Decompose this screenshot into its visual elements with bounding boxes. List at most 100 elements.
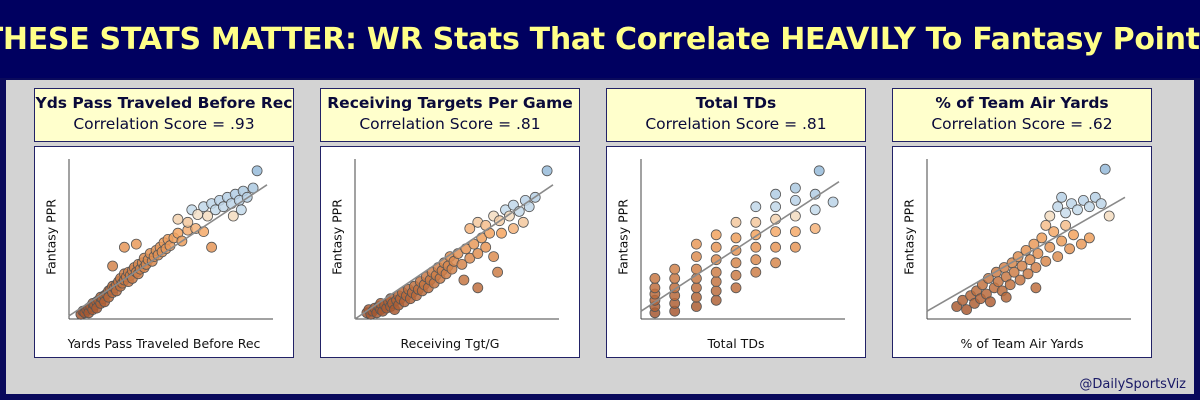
data-point (1072, 204, 1083, 216)
data-point (1004, 279, 1016, 291)
data-point (1056, 235, 1068, 247)
data-point (1056, 191, 1068, 203)
data-point (251, 165, 263, 177)
chart-title: % of Team Air Yards (935, 94, 1109, 112)
data-point (1044, 241, 1056, 253)
data-point (182, 216, 194, 228)
data-point (1052, 201, 1064, 213)
data-point (770, 241, 782, 253)
data-point (1000, 291, 1012, 303)
data-point (691, 291, 702, 303)
data-point (1095, 198, 1107, 209)
chart-title-box: Total TDs Correlation Score = .81 (606, 88, 866, 142)
chart-title: Receiving Targets Per Game (327, 94, 573, 112)
data-point (227, 210, 239, 222)
chart-title-box: % of Team Air Yards Correlation Score = … (892, 88, 1152, 142)
data-point (247, 182, 259, 194)
data-point (710, 229, 722, 241)
chart-panel-targets-per-game: Receiving Targets Per Game Correlation S… (320, 88, 580, 358)
data-point (1083, 232, 1095, 244)
data-point (710, 276, 722, 288)
data-point (517, 216, 529, 228)
x-axis-label: Receiving Tgt/G (400, 336, 500, 351)
plot-area: Fantasy PPR % of Team Air Yards (892, 146, 1152, 358)
data-point (1036, 232, 1048, 244)
data-point (730, 216, 742, 228)
data-point (730, 257, 742, 269)
y-axis-label: Fantasy PPR (329, 199, 345, 275)
data-point (750, 254, 762, 266)
header-banner: THESE STATS MATTER: WR Stats That Correl… (0, 0, 1200, 78)
plot-area: Fantasy PPR Total TDs (606, 146, 866, 358)
data-point (691, 251, 702, 262)
data-point (496, 227, 507, 239)
chart-title-box: Yds Pass Traveled Before Rec Correlation… (34, 88, 294, 142)
data-point (458, 274, 470, 286)
data-point (1040, 255, 1052, 267)
chart-title-box: Receiving Targets Per Game Correlation S… (320, 88, 580, 142)
data-point (456, 259, 468, 270)
data-point (710, 285, 722, 297)
credit-handle: @DailySportsViz (1079, 377, 1186, 392)
y-axis-label: Fantasy PPR (901, 199, 917, 275)
data-point (1060, 220, 1072, 231)
data-point (750, 216, 762, 228)
scatter-plot (926, 159, 1131, 320)
data-point (770, 201, 782, 213)
data-point (464, 252, 476, 264)
data-point (1064, 243, 1076, 255)
x-axis-label: Yards Pass Traveled Before Rec (67, 336, 261, 351)
data-point (710, 294, 722, 306)
x-axis-label: % of Team Air Yards (960, 336, 1084, 351)
data-point (957, 294, 968, 306)
data-point (961, 304, 972, 316)
data-point (1030, 262, 1042, 273)
data-point (472, 282, 484, 294)
data-point (809, 223, 821, 234)
data-point (1068, 229, 1079, 241)
data-point (770, 188, 782, 200)
chart-panel-team-air-yards: % of Team Air Yards Correlation Score = … (892, 88, 1152, 358)
data-point (750, 201, 762, 213)
data-point (1024, 254, 1036, 266)
data-point (507, 223, 519, 234)
data-point (691, 282, 702, 294)
data-point (107, 260, 118, 272)
plot-area: Fantasy PPR Yards Pass Traveled Before R… (34, 146, 294, 358)
data-point (235, 204, 247, 216)
data-point (827, 196, 839, 208)
data-point (1040, 220, 1052, 231)
data-point (1099, 163, 1111, 175)
data-point (730, 282, 742, 294)
scatter-plot (640, 159, 845, 320)
data-point (206, 241, 218, 253)
x-axis-label: Total TDs (707, 336, 765, 351)
plot-area: Fantasy PPR Receiving Tgt/G (320, 146, 580, 358)
chart-panel-yards-before-rec: Yds Pass Traveled Before Rec Correlation… (34, 88, 294, 358)
data-point (130, 238, 142, 250)
data-point (730, 269, 742, 281)
data-point (172, 213, 184, 225)
data-point (541, 165, 553, 177)
chart-subtitle: Correlation Score = .81 (645, 115, 827, 133)
data-point (1022, 268, 1034, 280)
y-axis-label: Fantasy PPR (615, 199, 631, 275)
data-point (649, 282, 661, 294)
data-point (710, 241, 722, 253)
data-point (464, 223, 476, 234)
data-point (789, 182, 801, 194)
data-point (1075, 238, 1087, 250)
data-point (1083, 201, 1095, 213)
data-point (770, 226, 782, 237)
data-point (1048, 226, 1060, 237)
chart-subtitle: Correlation Score = .81 (359, 115, 541, 133)
data-point (198, 226, 210, 237)
scatter-plot (354, 159, 559, 320)
data-point (1016, 260, 1028, 272)
chart-subtitle: Correlation Score = .93 (73, 115, 255, 133)
chart-title: Total TDs (695, 94, 777, 112)
data-point (710, 266, 722, 278)
data-point (750, 241, 762, 253)
data-point (119, 241, 130, 253)
data-point (789, 195, 801, 206)
